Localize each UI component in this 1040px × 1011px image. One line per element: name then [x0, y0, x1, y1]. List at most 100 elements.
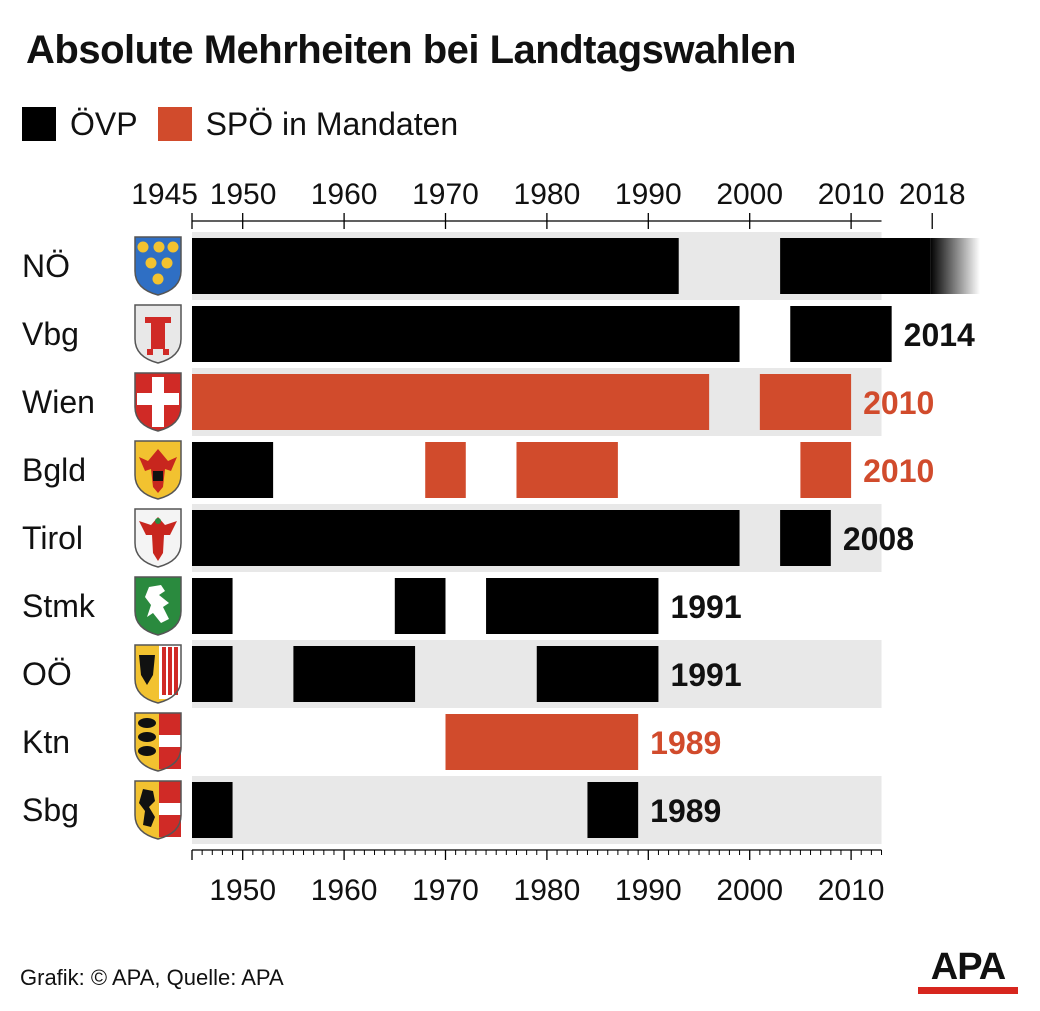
legend: ÖVP SPÖ in Mandaten	[22, 104, 478, 144]
eagle-mark	[137, 241, 149, 253]
top-tick-label: 2018	[899, 178, 966, 211]
wreath-mark	[155, 518, 161, 524]
shield-outline	[134, 712, 182, 772]
end-year-label: 1989	[650, 793, 721, 829]
shield-outline	[134, 644, 182, 704]
banner-fringe	[163, 349, 169, 355]
bar-oö	[536, 646, 659, 702]
bottom-tick-label: 2000	[716, 874, 783, 907]
coats-of-arms	[134, 236, 182, 840]
shield-outline	[134, 236, 182, 296]
stripe-mark	[162, 647, 166, 695]
lion-mark	[139, 789, 155, 827]
bar-bgld	[800, 442, 852, 498]
legend-swatch-oevp	[22, 107, 56, 141]
labels: NÖ Vbg 2014 Wien 2010 Bgld 2010 Tirol 2008 Stmk 19…	[22, 248, 975, 829]
source-credit: Grafik: © APA, Quelle: APA	[20, 965, 284, 990]
top-tick-label: 1950	[210, 178, 277, 211]
coat-vbg-icon	[134, 304, 182, 364]
bar-vbg	[790, 306, 892, 362]
cross-horizontal	[137, 393, 179, 405]
bar-fade	[930, 238, 981, 294]
bar-tirol	[192, 510, 740, 566]
eagle-mark	[139, 655, 155, 685]
coat-wien-icon	[134, 372, 182, 432]
bottom-tick-label: 1960	[311, 874, 378, 907]
apa-logo: APA	[918, 948, 1018, 994]
bottom-tick-label: 1980	[514, 874, 581, 907]
bar-oö	[192, 646, 233, 702]
apa-logo-bar	[918, 987, 1018, 994]
eagle-mark	[161, 257, 173, 269]
stripe-mark	[168, 647, 172, 695]
top-tick-label: 1945	[131, 178, 198, 211]
coat-ooe-icon	[134, 644, 182, 704]
row-band	[192, 776, 882, 844]
coat-tirol-icon	[134, 508, 182, 568]
row-label: Wien	[22, 384, 95, 420]
coat-noe-icon	[134, 236, 182, 296]
bars	[192, 238, 981, 838]
bar-wien	[759, 374, 852, 430]
top-tick-label: 2000	[716, 178, 783, 211]
row-label: NÖ	[22, 248, 70, 284]
shield-outline	[134, 372, 182, 432]
bar-vbg	[192, 306, 740, 362]
bar-mark	[159, 735, 181, 747]
legend-label-spoe: SPÖ in Mandaten	[205, 105, 459, 142]
row-label: Stmk	[22, 588, 96, 624]
bottom-tick-label: 1990	[615, 874, 682, 907]
bar-sbg	[192, 782, 233, 838]
bar-tirol	[780, 510, 831, 566]
eagle-shield	[153, 471, 163, 481]
row-label: Vbg	[22, 316, 79, 352]
bar-stmk	[394, 578, 446, 634]
row-label: Tirol	[22, 520, 83, 556]
banner-fringe	[147, 349, 153, 355]
top-tick-label: 1970	[412, 178, 479, 211]
shield-outline	[134, 576, 182, 636]
bar-nö	[192, 238, 679, 294]
top-tick-label: 1990	[615, 178, 682, 211]
eagle-mark	[139, 517, 177, 561]
bar-wien	[192, 374, 710, 430]
coat-ktn-icon	[134, 712, 182, 772]
bottom-tick-label: 2010	[818, 874, 885, 907]
bar-mark	[159, 803, 181, 815]
eagle-mark	[167, 241, 179, 253]
eagle-mark	[153, 241, 165, 253]
row-label: Sbg	[22, 792, 79, 828]
shield-field	[135, 237, 181, 295]
lion-mark	[138, 746, 156, 756]
apa-logo-text: APA	[930, 946, 1006, 988]
legend-swatch-spoe	[157, 107, 192, 141]
shield-outline	[134, 780, 182, 840]
lion-mark	[138, 718, 156, 728]
bar-oö	[293, 646, 416, 702]
bar-bgld	[192, 442, 274, 498]
timeline-chart: 1945 1950 1960 1970 1980 1990 2000 2010 2018 1950…	[22, 178, 981, 907]
bar-sbg	[587, 782, 639, 838]
panther-mark	[145, 585, 169, 623]
stripe-mark	[174, 647, 178, 695]
legend-label-oevp: ÖVP	[70, 105, 138, 142]
coat-sbg-icon	[134, 780, 182, 840]
shield-outline	[134, 440, 182, 500]
row-label: Bgld	[22, 452, 86, 488]
bar-ktn	[445, 714, 639, 770]
row-label: OÖ	[22, 656, 72, 692]
end-year-label: 2014	[904, 317, 975, 353]
banner-mark	[145, 317, 171, 349]
shield-outline	[134, 304, 182, 364]
eagle-mark	[145, 257, 157, 269]
end-year-label: 1991	[670, 589, 741, 625]
chart-title: Absolute Mehrheiten bei Landtagswahlen	[26, 28, 796, 72]
lion-mark	[138, 732, 156, 742]
bar-stmk	[486, 578, 659, 634]
end-year-label: 2008	[843, 521, 914, 557]
bar-nö	[780, 238, 931, 294]
end-year-label: 2010	[863, 385, 934, 421]
coat-stmk-icon	[134, 576, 182, 636]
end-year-label: 1989	[650, 725, 721, 761]
bottom-tick-label: 1950	[209, 874, 276, 907]
